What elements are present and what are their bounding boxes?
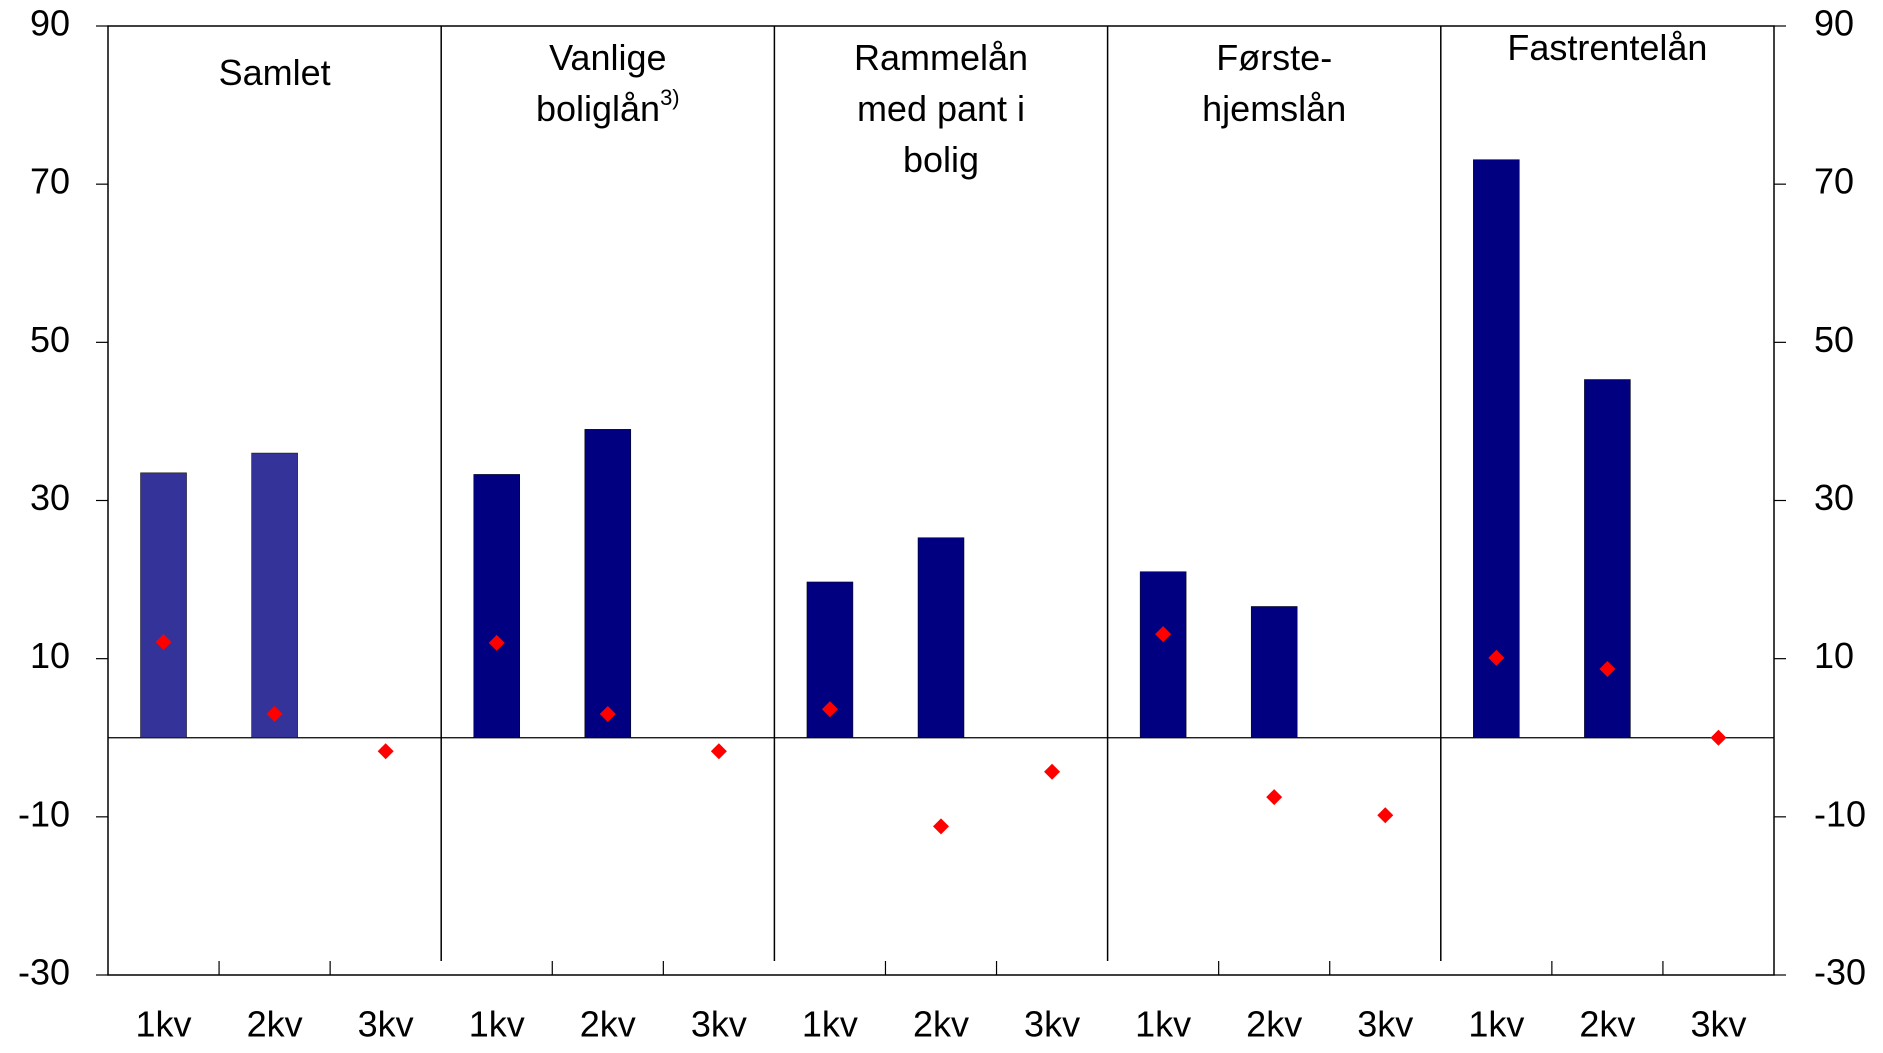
x-tick-label: 3kv	[1690, 1004, 1746, 1045]
bar	[917, 537, 965, 739]
panel-title: Rammelån	[854, 37, 1028, 78]
diamond-marker	[1377, 807, 1394, 824]
panel-title-line: Rammelån	[854, 37, 1028, 78]
diamond-marker	[488, 634, 505, 651]
diamond-marker	[599, 706, 616, 723]
diamond-marker	[1044, 763, 1061, 780]
bar	[1473, 159, 1520, 739]
panel-title: med pant i	[857, 88, 1025, 129]
plot-frame	[107, 25, 1775, 976]
diamond-marker	[377, 743, 394, 760]
x-tick-label: 1kv	[802, 1004, 858, 1045]
panel-title-line: Vanlige	[549, 37, 666, 78]
panel-title-line: med pant i	[857, 88, 1025, 129]
diamond-marker	[710, 743, 727, 760]
bar	[473, 474, 520, 738]
diamond-marker	[1266, 789, 1283, 806]
y-tick-label: 50	[30, 319, 70, 360]
y2-tick-label: -30	[1814, 952, 1866, 993]
diamond-marker	[1155, 626, 1172, 643]
diamond-marker	[1710, 729, 1727, 746]
y2-tick-label: 30	[1814, 477, 1854, 518]
bar	[1139, 571, 1187, 738]
diamond-marker	[933, 818, 949, 835]
panel-title-line: bolig	[903, 139, 979, 180]
x-tick-label: 1kv	[1468, 1004, 1524, 1045]
y-tick-label: -10	[18, 793, 70, 834]
y2-tick-label: 10	[1814, 635, 1854, 676]
y2-tick-label: 90	[1814, 3, 1854, 44]
y-tick-label: -30	[18, 952, 70, 993]
y2-tick-label: -10	[1814, 793, 1866, 834]
x-tick-label: 2kv	[580, 1004, 636, 1045]
diamond-marker	[1599, 660, 1616, 677]
diamond-marker	[266, 706, 283, 723]
x-tick-label: 2kv	[1246, 1004, 1302, 1045]
y-tick-label: 30	[30, 477, 70, 518]
x-tick-label: 3kv	[691, 1004, 747, 1045]
x-tick-label: 3kv	[1024, 1004, 1080, 1045]
panel-title-line: hjemslån	[1202, 88, 1346, 129]
panel-title: Fastrentelån	[1507, 27, 1707, 68]
x-tick-label: 2kv	[247, 1004, 303, 1045]
panel-title: Vanlige	[549, 37, 666, 78]
panel-title-line: Fastrentelån	[1507, 27, 1707, 68]
panel-title-line: Samlet	[219, 52, 331, 93]
x-tick-label: 3kv	[358, 1004, 414, 1045]
panel-title-line: boliglån	[536, 88, 660, 129]
x-tick-label: 3kv	[1357, 1004, 1413, 1045]
x-tick-label: 2kv	[1579, 1004, 1635, 1045]
x-tick-label: 1kv	[469, 1004, 525, 1045]
x-tick-label: 2kv	[913, 1004, 969, 1045]
panel-title: Samlet	[219, 52, 331, 93]
bar	[584, 429, 632, 738]
bar	[1250, 606, 1298, 739]
bar	[251, 452, 298, 738]
panel-title-line: Første-	[1216, 37, 1332, 78]
x-tick-label: 1kv	[136, 1004, 192, 1045]
y-tick-label: 70	[30, 161, 70, 202]
diamond-marker	[155, 634, 172, 651]
y2-tick-label: 70	[1814, 161, 1854, 202]
y-tick-label: 90	[30, 3, 70, 44]
y-tick-label: 10	[30, 635, 70, 676]
diamond-marker	[1488, 649, 1505, 666]
bar	[140, 472, 187, 738]
panel-title: bolig	[903, 139, 979, 180]
bar	[1584, 379, 1631, 738]
y2-tick-label: 50	[1814, 319, 1854, 360]
panel-title: hjemslån	[1202, 88, 1346, 129]
panel-title: boliglån3)	[536, 85, 680, 129]
x-tick-label: 1kv	[1135, 1004, 1191, 1045]
diamond-marker	[821, 701, 838, 718]
panel-title: Første-	[1216, 37, 1332, 78]
panel-title-superscript: 3)	[660, 85, 680, 110]
